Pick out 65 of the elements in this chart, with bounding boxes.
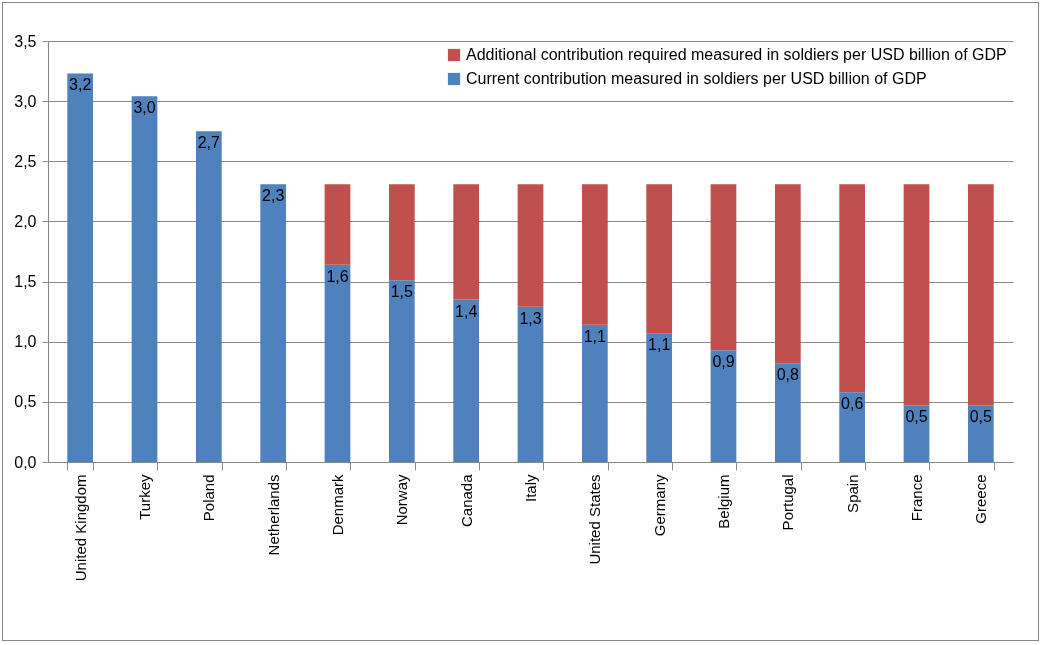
bar xyxy=(646,184,673,334)
x-tick-label: United Kingdom xyxy=(71,474,89,582)
bar xyxy=(903,184,930,406)
bar xyxy=(710,184,737,351)
bar xyxy=(517,306,544,462)
bar xyxy=(195,131,222,462)
legend-label: Current contribution measured in soldiers per USD billion of GDP xyxy=(466,70,927,87)
y-tick-label: 1,0 xyxy=(14,333,37,351)
data-label: 1,1 xyxy=(583,327,607,345)
bar xyxy=(581,184,608,325)
y-tick-label: 0,0 xyxy=(14,453,37,471)
data-label: 1,6 xyxy=(326,267,349,285)
bar xyxy=(388,280,415,462)
bar xyxy=(967,184,994,406)
bar xyxy=(710,350,737,462)
data-label: 0,8 xyxy=(776,366,800,384)
data-label: 1,1 xyxy=(648,336,671,354)
bar xyxy=(774,363,801,462)
y-tick-label: 3,0 xyxy=(14,92,37,110)
data-label: 0,5 xyxy=(905,408,928,426)
data-label: 3,2 xyxy=(69,76,92,94)
bar xyxy=(967,405,994,462)
data-label: 0,5 xyxy=(969,408,993,426)
x-tick-label: Germany xyxy=(650,474,668,537)
bar xyxy=(774,184,801,364)
bar xyxy=(131,96,158,462)
x-tick-label: Denmark xyxy=(329,474,346,536)
bar xyxy=(453,184,480,300)
x-tick-label: Greece xyxy=(972,474,990,524)
y-tick-label: 2,5 xyxy=(14,152,37,170)
x-tick-label: Norway xyxy=(393,474,411,526)
x-tick-label: Poland xyxy=(200,474,218,522)
y-tick-label: 1,5 xyxy=(14,273,37,291)
x-tick-label: Portugal xyxy=(779,474,797,531)
x-tick-label: Spain xyxy=(843,474,861,513)
bar xyxy=(839,392,866,462)
data-label: 1,5 xyxy=(390,283,414,301)
data-label: 1,3 xyxy=(519,309,542,327)
bar xyxy=(453,299,480,462)
x-tick-label: United States xyxy=(586,474,604,565)
data-label: 0,6 xyxy=(841,395,864,413)
bar xyxy=(260,184,287,462)
bar xyxy=(67,73,94,462)
bar xyxy=(581,324,608,462)
x-tick-label: Italy xyxy=(522,474,539,503)
x-tick-label: Netherlands xyxy=(264,474,282,556)
data-label: 2,3 xyxy=(262,187,285,205)
data-label: 2,7 xyxy=(197,134,221,152)
y-tick-label: 3,5 xyxy=(14,32,37,50)
x-tick-label: France xyxy=(908,474,925,522)
x-tick-label: Turkey xyxy=(136,474,153,520)
bar xyxy=(324,264,351,462)
data-label: 1,4 xyxy=(455,302,478,320)
bar xyxy=(517,184,544,307)
bar xyxy=(324,184,351,265)
y-tick-label: 2,0 xyxy=(14,212,37,230)
x-tick-label: Belgium xyxy=(715,474,732,529)
bar xyxy=(839,184,866,393)
bar xyxy=(388,184,415,281)
y-tick-label: 0,5 xyxy=(14,393,37,411)
data-label: 3,0 xyxy=(133,99,156,117)
data-label: 0,9 xyxy=(712,353,735,371)
bar xyxy=(646,333,673,462)
legend-label: Additional contribution required measured in soldiers per USD billion of GDP xyxy=(466,46,1007,63)
x-tick-label: Canada xyxy=(457,473,475,528)
